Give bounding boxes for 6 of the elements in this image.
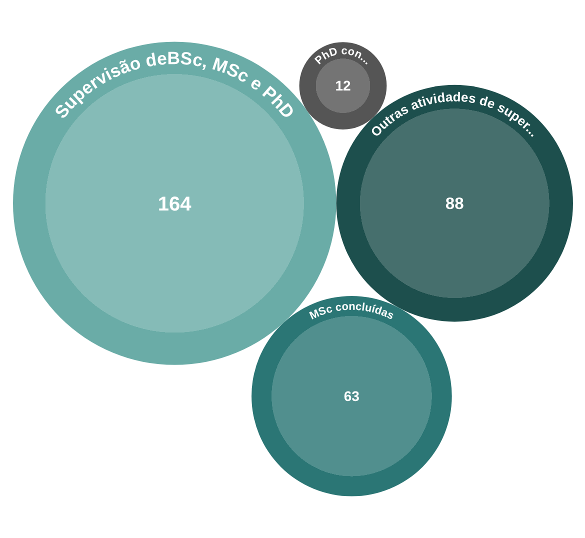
category-label: MSc concluídas bbox=[308, 300, 396, 322]
data-label: 88 bbox=[445, 194, 464, 214]
data-label: 164 bbox=[158, 193, 192, 216]
category-label: PhD con... bbox=[312, 45, 374, 68]
data-label: 63 bbox=[344, 388, 360, 404]
data-label: 12 bbox=[335, 78, 351, 94]
